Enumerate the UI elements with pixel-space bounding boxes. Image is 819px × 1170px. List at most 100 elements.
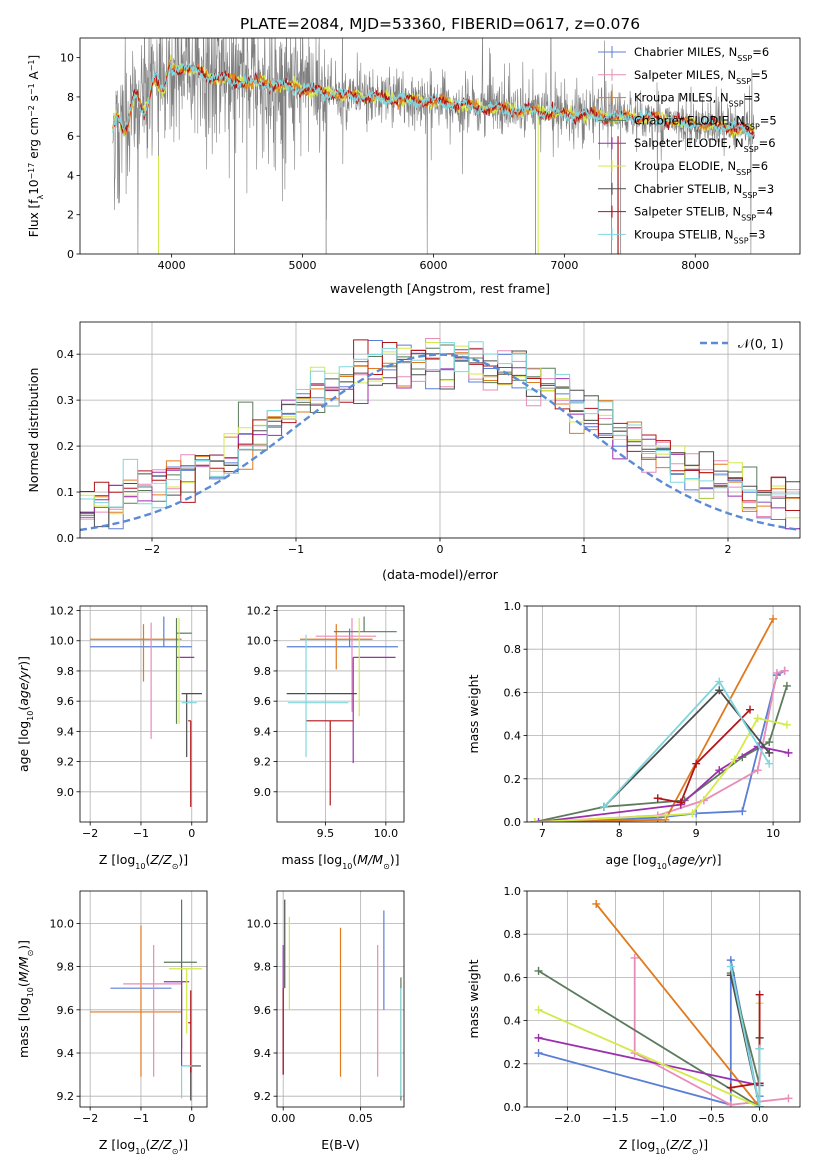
tick-label-y: 9.0: [57, 786, 75, 799]
weight-marker: [780, 666, 789, 675]
weight-series-3: [534, 685, 788, 822]
x-axis-label: Z [log10(Z/Z⊙)]: [619, 1137, 708, 1156]
legend-entry: Salpeter MILES, NSSP=5: [634, 68, 768, 86]
tick-label-x: 0: [188, 827, 195, 840]
histogram-chabrier_stelib: [80, 350, 800, 528]
tick-label-y: 8: [67, 91, 74, 104]
tick-label-y: 9.8: [254, 961, 272, 974]
weight-marker: [753, 766, 762, 775]
tick-label-y: 0.4: [504, 730, 522, 743]
axes-frame: [79, 37, 801, 255]
weight-marker: [715, 677, 724, 686]
axes-age_vs_mass: 9.5 10.0 9.0 9.2 9.4 9.6 9.8 10.0 10.2 mass [log1…: [247, 605, 405, 871]
weight-marker: [534, 1005, 543, 1014]
weight-marker: [784, 748, 793, 757]
weight-marker: [726, 1100, 735, 1107]
weight-marker: [755, 1044, 764, 1053]
legend-entry: Salpeter STELIB, NSSP=4: [634, 205, 773, 223]
tick-label-x: 1: [581, 543, 588, 556]
tick-label-y: 0.2: [57, 440, 75, 453]
tick-label-y: 9.2: [57, 756, 75, 769]
weight-marker: [534, 1049, 543, 1057]
tick-label-y: 9.2: [254, 756, 272, 769]
plot-area-mass_vs_Z: [80, 891, 207, 1107]
weight-series-8: [729, 966, 761, 1107]
tick-label-y: 9.4: [57, 1047, 75, 1060]
weight-marker: [653, 794, 662, 803]
legend-spectrum: Chabrier MILES, NSSP=6 Salpeter MILES, NS…: [598, 45, 777, 245]
x-axis-label: wavelength [Angstrom, rest frame]: [330, 281, 550, 296]
weight-marker: [784, 1094, 793, 1103]
weight-series-0: [534, 670, 786, 822]
legend-entry: Kroupa MILES, NSSP=3: [634, 91, 760, 109]
tick-label-y: 0.0: [504, 816, 522, 829]
tick-label-y: 0.4: [57, 348, 75, 361]
tick-label-x: −0.5: [698, 1112, 725, 1125]
y-axis-label: Flux [fλ10−17 erg cm−2 s−1 A−1]: [27, 55, 45, 237]
grid-mass_vs_Z: [80, 891, 207, 1107]
tick-label-x: −1: [133, 1112, 149, 1125]
weight-marker: [530, 818, 539, 822]
tick-label-y: 9.2: [254, 1090, 272, 1103]
tick-label-x: 10.0: [374, 827, 399, 840]
weight-marker: [755, 1103, 764, 1107]
weight-marker: [755, 990, 764, 999]
tick-label-y: 9.4: [57, 725, 75, 738]
tick-label-y: 1.0: [504, 600, 522, 613]
tick-label-y: 9.8: [254, 665, 272, 678]
weight-marker: [534, 966, 543, 975]
tick-label-y: 6: [67, 130, 74, 143]
histogram-kroupa_stelib: [80, 341, 800, 509]
x-axis-label: age [log10(age/yr)]: [605, 852, 721, 871]
tick-label-y: 0.6: [504, 686, 522, 699]
x-axis-label: (data-model)/error: [382, 567, 499, 582]
weight-marker: [715, 686, 724, 695]
weight-marker: [726, 962, 735, 971]
weight-marker: [772, 668, 781, 677]
legend-entry: 𝒩(0, 1): [738, 336, 784, 351]
y-axis-label: mass weight: [466, 959, 481, 1038]
weight-series-0: [538, 959, 761, 1107]
weight-marker: [746, 705, 755, 714]
tick-label-y: 9.8: [57, 961, 75, 974]
legend-entry: Chabrier MILES, NSSP=6: [634, 45, 769, 63]
x-axis-label: E(B-V): [321, 1137, 360, 1152]
y-axis-label: age [log10(age/yr)]: [16, 656, 35, 772]
model-spectrum-kroupa_stelib: [112, 60, 755, 139]
weight-series-5: [534, 717, 788, 822]
tick-label-y: 9.4: [254, 1047, 272, 1060]
tick-label-y: 0.2: [504, 773, 522, 786]
plot-area-weight_vs_age: [527, 606, 800, 822]
weight-marker: [592, 899, 601, 908]
tick-label-y: 9.0: [254, 786, 272, 799]
tick-label-x: −2: [144, 543, 160, 556]
tick-label-y: 0.3: [57, 394, 75, 407]
tick-label-x: 0: [437, 543, 444, 556]
tick-label-y: 9.2: [57, 1090, 75, 1103]
y-axis-label: mass weight: [466, 674, 481, 753]
legend-entry: Kroupa STELIB, NSSP=3: [634, 227, 765, 245]
tick-label-y: 9.4: [254, 725, 272, 738]
tick-label-x: −2: [82, 1112, 98, 1125]
tick-label-y: 1.0: [504, 885, 522, 898]
tick-label-y: 0.8: [504, 928, 522, 941]
data-spectrum: [112, 38, 755, 254]
figure-title: PLATE=2084, MJD=53360, FIBERID=0617, z=0…: [240, 15, 640, 33]
tick-label-x: 6000: [419, 259, 447, 272]
tick-label-y: 0.4: [504, 1015, 522, 1028]
axes-residuals: −2 −1 0 1 2 0.0 0.1 0.2 0.3 0.4 𝒩(0, 1) (data-model…: [26, 321, 801, 582]
tick-label-y: 0.2: [504, 1058, 522, 1071]
tick-label-y: 9.6: [57, 1004, 75, 1017]
tick-label-x: 7: [539, 827, 546, 840]
tick-label-y: 0.6: [504, 971, 522, 984]
weight-marker: [661, 811, 670, 820]
x-axis-label: Z [log10(Z/Z⊙)]: [99, 852, 188, 871]
tick-label-x: 5000: [289, 259, 317, 272]
normal-curve: [80, 353, 798, 532]
tick-label-x: 0: [188, 1112, 195, 1125]
weight-series-3: [538, 970, 761, 1107]
model-spectrum-kroupa_elodie: [112, 54, 755, 139]
weight-marker: [688, 809, 697, 818]
legend-entry: Chabrier STELIB, NSSP=3: [634, 182, 774, 200]
